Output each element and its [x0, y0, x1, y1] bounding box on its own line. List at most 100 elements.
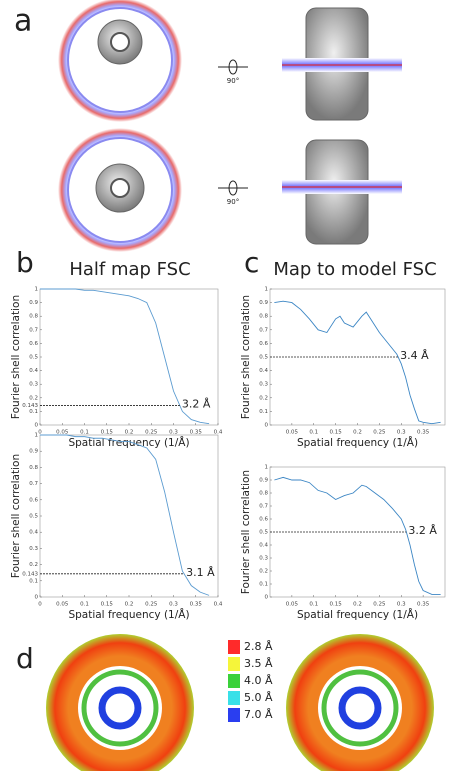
x-tick-label: 0.3 — [397, 430, 406, 436]
y-tick-label: 0.4 — [29, 530, 38, 536]
y-tick-label: 0.4 — [259, 368, 268, 374]
y-tick-label: 0.1 — [259, 409, 268, 415]
legend-swatch — [228, 691, 240, 705]
y-tick-label: 0.7 — [29, 481, 38, 487]
fsc-line — [274, 300, 441, 425]
x-tick-label: 0.35 — [190, 602, 203, 608]
x-tick-label: 0.35 — [417, 602, 430, 608]
y-tick-label: 1 — [35, 433, 39, 439]
x-tick-label: 0.35 — [417, 430, 430, 436]
x-tick-label: 0.1 — [80, 430, 89, 436]
chart-title: Half map FSC — [69, 259, 190, 280]
legend-label: 7.0 Å — [244, 708, 273, 721]
x-tick-label: 0.2 — [125, 430, 134, 436]
rotation-icon — [218, 59, 248, 196]
x-tick-label: 0.25 — [145, 602, 158, 608]
local-resolution-render — [46, 634, 434, 771]
panel-letter: d — [16, 642, 34, 675]
y-tick-label: 0.8 — [259, 491, 268, 497]
y-tick-label: 0 — [265, 595, 269, 601]
legend-swatch — [228, 708, 240, 722]
y-tick-label: 0.3 — [259, 382, 268, 388]
resolution-annotation: 3.4 Å — [400, 349, 429, 362]
x-tick-label: 0.25 — [145, 430, 158, 436]
fsc-line — [40, 434, 210, 596]
fsc-line — [40, 288, 210, 425]
x-tick-label: 0.05 — [286, 602, 299, 608]
x-axis-label: Spatial frequency (1/Å) — [68, 436, 189, 449]
y-tick-label: 0.4 — [259, 543, 268, 549]
y-tick-label: 0.2 — [29, 395, 38, 401]
y-tick-label: 0.9 — [29, 300, 38, 306]
x-tick-label: 0 — [38, 602, 42, 608]
y-tick-label: 0 — [35, 423, 39, 429]
x-tick-label: 0.1 — [80, 602, 89, 608]
legend-swatch — [228, 640, 240, 654]
fsc-line — [274, 476, 441, 595]
resolution-annotation: 3.2 Å — [182, 398, 211, 411]
x-tick-label: 0.3 — [169, 602, 178, 608]
panel-letter: b — [16, 246, 34, 279]
y-tick-label: 0.3 — [29, 546, 38, 552]
y-axis-label: Fourier shell correlation — [10, 295, 22, 419]
y-tick-label: 0 — [265, 423, 269, 429]
x-tick-label: 0.1 — [309, 602, 318, 608]
y-tick-label: 0.3 — [259, 556, 268, 562]
x-tick-label: 0.2 — [353, 430, 362, 436]
rotation-label: 90° — [227, 198, 239, 206]
legend-swatch — [228, 674, 240, 688]
y-tick-label: 0.2 — [259, 395, 268, 401]
y-axis-label: Fourier shell correlation — [240, 295, 252, 419]
x-tick-label: 0.05 — [286, 430, 299, 436]
y-tick-label: 0.8 — [29, 465, 38, 471]
y-tick-label: 0.143 — [22, 571, 38, 577]
resolution-annotation: 3.2 Å — [408, 524, 437, 537]
legend-label: 3.5 Å — [244, 657, 273, 670]
x-tick-label: 0.35 — [190, 430, 203, 436]
y-tick-label: 0.2 — [259, 569, 268, 575]
x-axis-label: Spatial frequency (1/Å) — [68, 608, 189, 621]
x-tick-label: 0.4 — [214, 430, 223, 436]
y-tick-label: 1 — [35, 287, 39, 293]
x-tick-label: 0.2 — [125, 602, 134, 608]
y-tick-label: 0.8 — [29, 314, 38, 320]
y-tick-label: 0.9 — [29, 449, 38, 455]
x-tick-label: 0.05 — [56, 430, 69, 436]
y-tick-label: 0.9 — [259, 300, 268, 306]
resolution-annotation: 3.1 Å — [186, 566, 215, 579]
y-tick-label: 0.2 — [29, 562, 38, 568]
y-tick-label: 0.6 — [29, 341, 38, 347]
x-tick-label: 0.3 — [397, 602, 406, 608]
y-tick-label: 0.6 — [259, 517, 268, 523]
y-axis-label: Fourier shell correlation — [240, 470, 252, 594]
x-tick-label: 0.2 — [353, 602, 362, 608]
y-tick-label: 0.1 — [29, 578, 38, 584]
y-tick-label: 0.5 — [29, 514, 38, 520]
y-tick-label: 0.5 — [259, 355, 268, 361]
y-tick-label: 0.6 — [259, 341, 268, 347]
y-tick-label: 1 — [265, 465, 269, 471]
y-axis-label: Fourier shell correlation — [10, 454, 22, 578]
y-tick-label: 0.7 — [29, 327, 38, 333]
render-top-view — [58, 0, 182, 252]
x-tick-label: 0.25 — [373, 430, 386, 436]
legend-label: 2.8 Å — [244, 640, 273, 653]
y-tick-label: 0.4 — [29, 368, 38, 374]
panel-letter: c — [244, 246, 259, 279]
x-tick-label: 0 — [38, 430, 42, 436]
y-tick-label: 0.1 — [29, 409, 38, 415]
y-tick-label: 0.9 — [259, 478, 268, 484]
panel-letter: a — [14, 4, 32, 39]
y-tick-label: 0.1 — [259, 582, 268, 588]
x-tick-label: 0.25 — [373, 602, 386, 608]
y-tick-label: 0.7 — [259, 327, 268, 333]
legend-swatch — [228, 657, 240, 671]
y-tick-label: 0 — [35, 595, 39, 601]
y-tick-label: 0.5 — [29, 355, 38, 361]
legend-label: 4.0 Å — [244, 674, 273, 687]
y-tick-label: 0.5 — [259, 530, 268, 536]
legend-label: 5.0 Å — [244, 691, 273, 704]
x-axis-label: Spatial frequency (1/Å) — [297, 608, 418, 621]
chart-title: Map to model FSC — [273, 259, 436, 280]
